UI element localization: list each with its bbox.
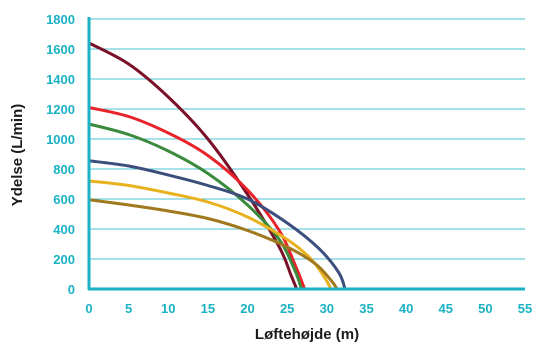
x-tick-labels: 0 5 10 15 20 25 30 35 40 45 50 55 — [85, 301, 532, 316]
y-tick-labels: 0 200 400 600 800 1000 1200 1400 1600 1800 — [46, 12, 75, 297]
x-axis-title: Løftehøjde (m) — [255, 326, 359, 343]
y-tick-label: 1200 — [46, 102, 75, 117]
x-tick-label: 50 — [478, 301, 492, 316]
series-curves — [88, 41, 347, 290]
y-tick-label: 800 — [53, 162, 75, 177]
x-tick-label: 35 — [359, 301, 373, 316]
series-curve-1 — [88, 41, 299, 290]
x-tick-label: 15 — [201, 301, 215, 316]
x-tick-label: 10 — [161, 301, 175, 316]
y-tick-label: 1600 — [46, 42, 75, 57]
y-tick-label: 400 — [53, 222, 75, 237]
y-tick-label: 1800 — [46, 12, 75, 27]
x-tick-label: 55 — [518, 301, 532, 316]
series-curve-3 — [88, 122, 303, 290]
series-curve-4 — [88, 159, 347, 290]
y-tick-label: 200 — [53, 252, 75, 267]
series-curve-6 — [88, 198, 339, 290]
x-tick-label: 45 — [438, 301, 452, 316]
x-tick-label: 30 — [320, 301, 334, 316]
y-axis-title: Ydelse (L/min) — [9, 104, 26, 207]
y-tick-label: 1400 — [46, 72, 75, 87]
axes — [87, 17, 525, 291]
x-tick-label: 5 — [125, 301, 132, 316]
y-tick-label: 1000 — [46, 132, 75, 147]
y-tick-label: 0 — [68, 282, 75, 297]
x-tick-label: 40 — [399, 301, 413, 316]
x-tick-label: 0 — [85, 301, 92, 316]
x-tick-label: 20 — [240, 301, 254, 316]
series-curve-2 — [88, 106, 307, 290]
grid-lines — [89, 18, 525, 260]
y-tick-label: 600 — [53, 192, 75, 207]
x-tick-label: 25 — [280, 301, 294, 316]
series-curve-5 — [88, 179, 333, 290]
